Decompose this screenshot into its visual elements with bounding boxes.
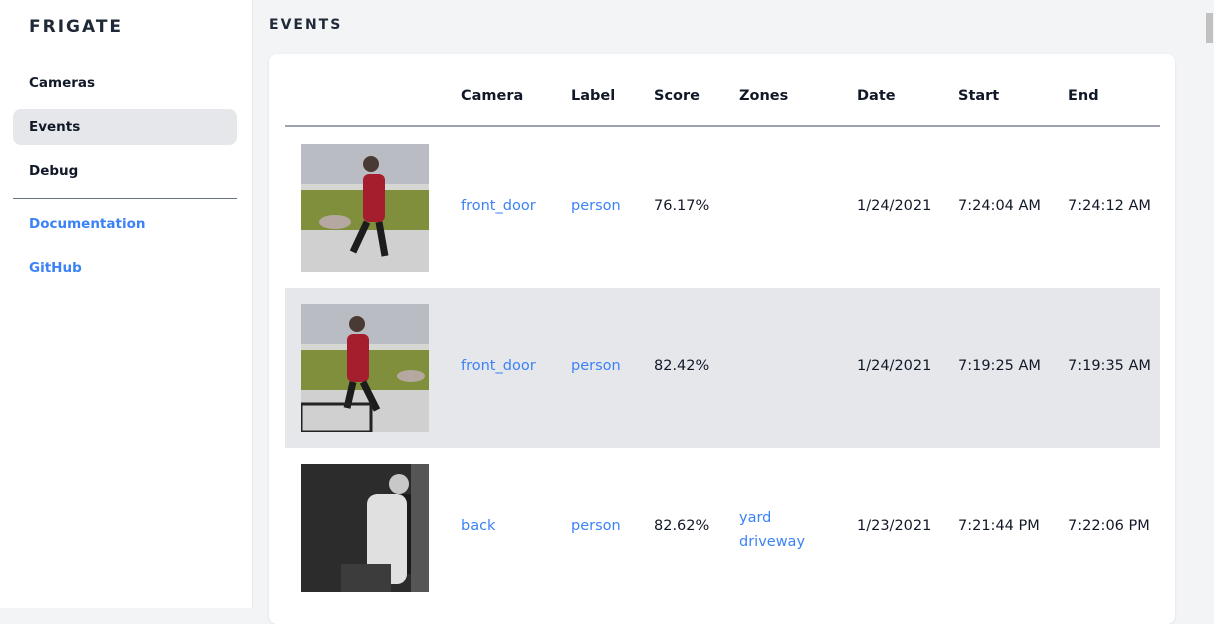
header-zones: Zones [739,88,789,104]
camera-link[interactable]: back [461,518,496,534]
camera-link[interactable]: front_door [461,198,536,214]
table-header: Camera Label Score Zones Date Start End [285,70,1160,127]
zones: yard driveway [739,506,805,554]
end-time: 7:24:12 AM [1068,198,1151,214]
header-camera: Camera [461,88,524,104]
header-label: Label [571,88,616,104]
header-end: End [1068,88,1099,104]
sidebar-divider [13,198,237,199]
date: 1/23/2021 [857,518,932,534]
table-row[interactable]: front_door person 82.42% 1/24/2021 7:19:25 A… [285,288,1160,448]
score: 82.42% [654,358,710,374]
end-time: 7:22:06 PM [1068,518,1150,534]
brand-logo[interactable]: FRIGATE [29,17,124,37]
sidebar: FRIGATE Cameras Events Debug Documentati… [0,0,253,608]
label-link[interactable]: person [571,198,621,214]
sidebar-item-cameras[interactable]: Cameras [29,75,96,91]
scrollbar[interactable] [1204,0,1214,608]
start-time: 7:24:04 AM [958,198,1041,214]
event-thumbnail[interactable] [301,304,429,432]
zone-link[interactable]: yard [739,510,772,526]
score: 76.17% [654,198,710,214]
start-time: 7:19:25 AM [958,358,1041,374]
sidebar-item-events[interactable]: Events [13,109,237,145]
header-score: Score [654,88,700,104]
start-time: 7:21:44 PM [958,518,1040,534]
event-thumbnail[interactable] [301,464,429,592]
date: 1/24/2021 [857,358,932,374]
page-title: EVENTS [269,17,343,33]
zone-link[interactable]: driveway [739,534,806,550]
label-link[interactable]: person [571,358,621,374]
scrollbar-thumb[interactable] [1206,13,1213,43]
table-row[interactable]: front_door person 76.17% 1/24/2021 7:24:04 A… [285,128,1160,288]
events-table: Camera Label Score Zones Date Start End … [269,54,1175,624]
table-row[interactable]: back person 82.62% yard driveway 1/23/2021 7:2… [285,448,1160,608]
camera-link[interactable]: front_door [461,358,536,374]
sidebar-item-debug[interactable]: Debug [29,163,79,179]
label-link[interactable]: person [571,518,621,534]
score: 82.62% [654,518,710,534]
end-time: 7:19:35 AM [1068,358,1151,374]
header-start: Start [958,88,1000,104]
event-thumbnail[interactable] [301,144,429,272]
link-github[interactable]: GitHub [29,260,82,276]
header-date: Date [857,88,896,104]
date: 1/24/2021 [857,198,932,214]
link-documentation[interactable]: Documentation [29,216,146,232]
